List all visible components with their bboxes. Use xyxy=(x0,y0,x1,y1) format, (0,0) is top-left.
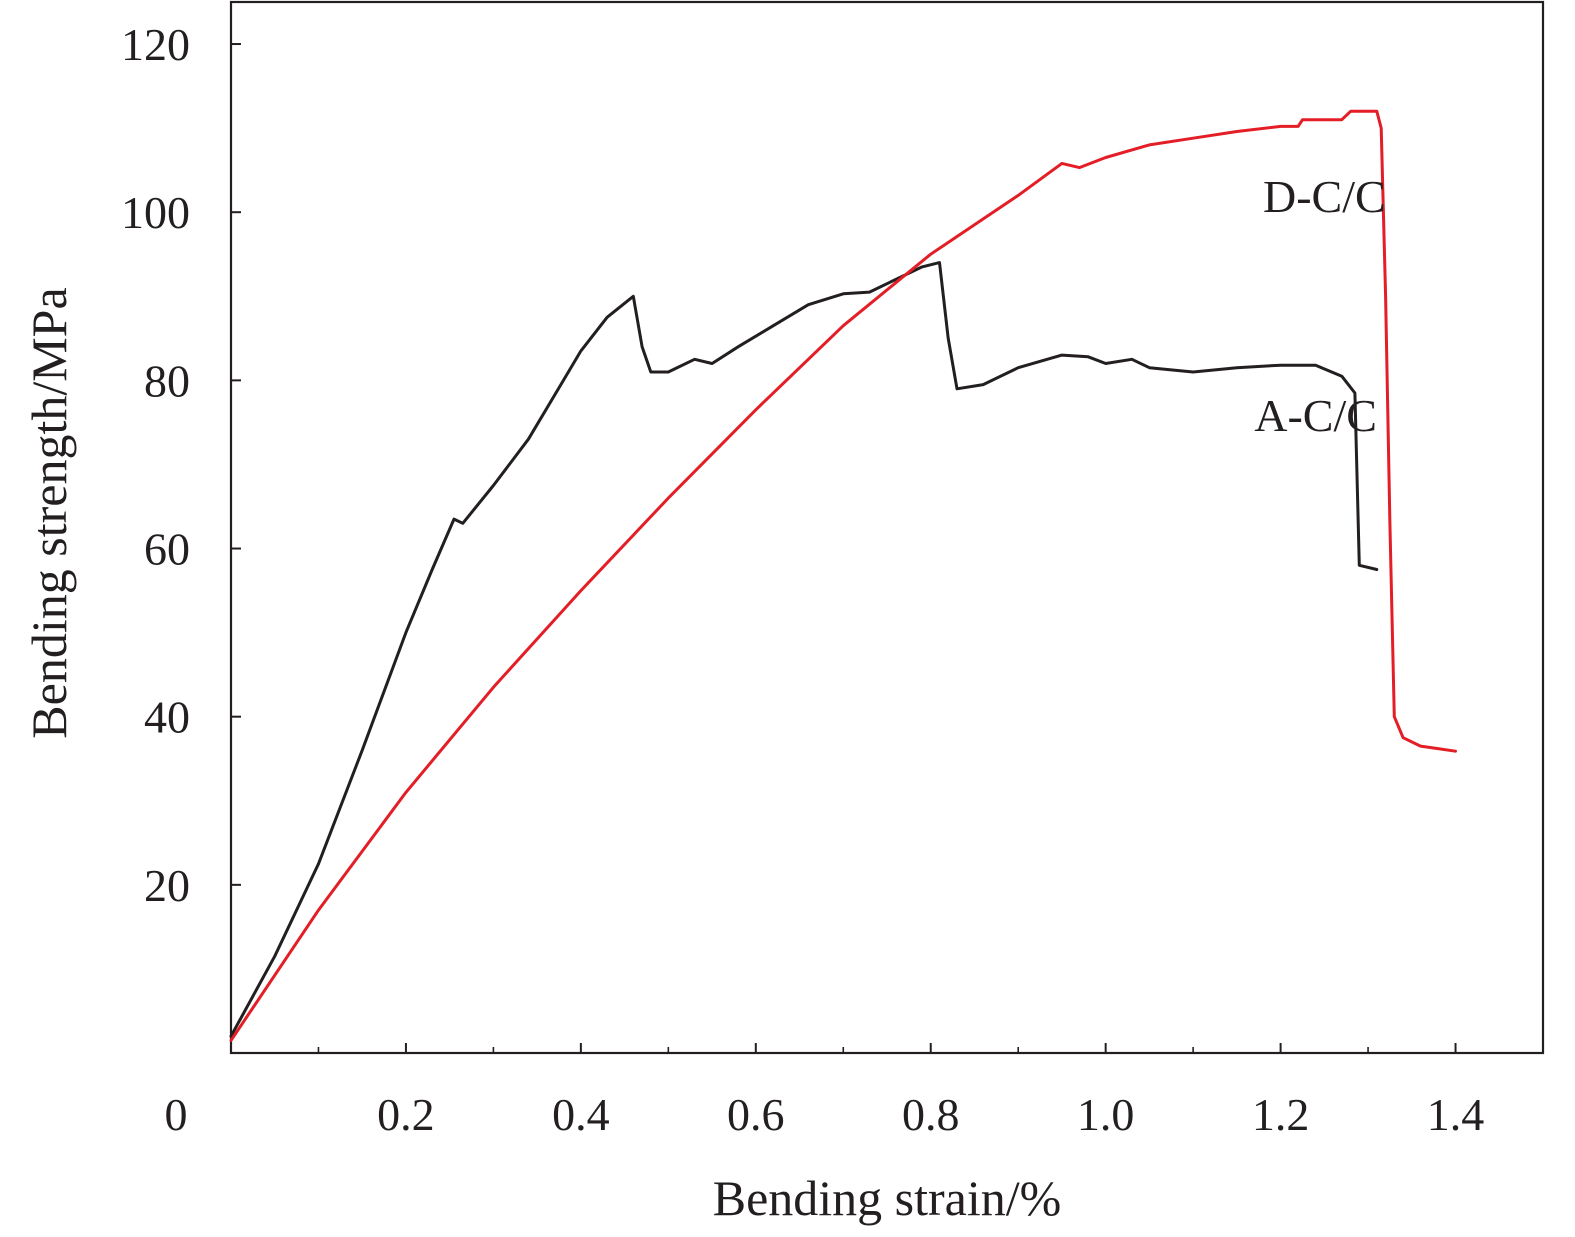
origin-label: 0 xyxy=(165,1089,188,1140)
x-tick-label: 1.4 xyxy=(1427,1089,1485,1140)
x-tick-label: 1.2 xyxy=(1252,1089,1310,1140)
series-line-d-c-c xyxy=(229,109,1457,1042)
plot-frame xyxy=(229,0,1545,1055)
series-line-a-c-c xyxy=(229,261,1379,1038)
series-label-a-c-c: A-C/C xyxy=(1254,390,1377,441)
x-tick-label: 0.6 xyxy=(727,1089,785,1140)
plot-border xyxy=(229,0,1545,1055)
y-tick-label: 100 xyxy=(121,187,190,238)
x-tick-label: 1.0 xyxy=(1077,1089,1135,1140)
x-axis-title: Bending strain/% xyxy=(713,1170,1062,1226)
series-label-d-c-c: D-C/C xyxy=(1263,171,1386,222)
series-labels: A-C/C D-C/C xyxy=(1254,171,1385,441)
x-tick-label: 0.2 xyxy=(377,1089,435,1140)
x-axis-ticks: 0.2 0.4 0.6 0.8 1.0 1.2 1.4 xyxy=(317,1043,1544,1140)
y-tick-label: 60 xyxy=(144,524,190,575)
y-axis-title: Bending strength/MPa xyxy=(21,287,77,738)
y-tick-label: 20 xyxy=(144,860,190,911)
y-axis-ticks: 20 40 60 80 100 120 xyxy=(121,19,241,911)
y-tick-label: 40 xyxy=(144,692,190,743)
series-lines xyxy=(229,109,1457,1042)
x-tick-label: 0.8 xyxy=(902,1089,960,1140)
x-tick-label: 0.4 xyxy=(552,1089,610,1140)
y-tick-label: 120 xyxy=(121,19,190,70)
y-tick-label: 80 xyxy=(144,355,190,406)
